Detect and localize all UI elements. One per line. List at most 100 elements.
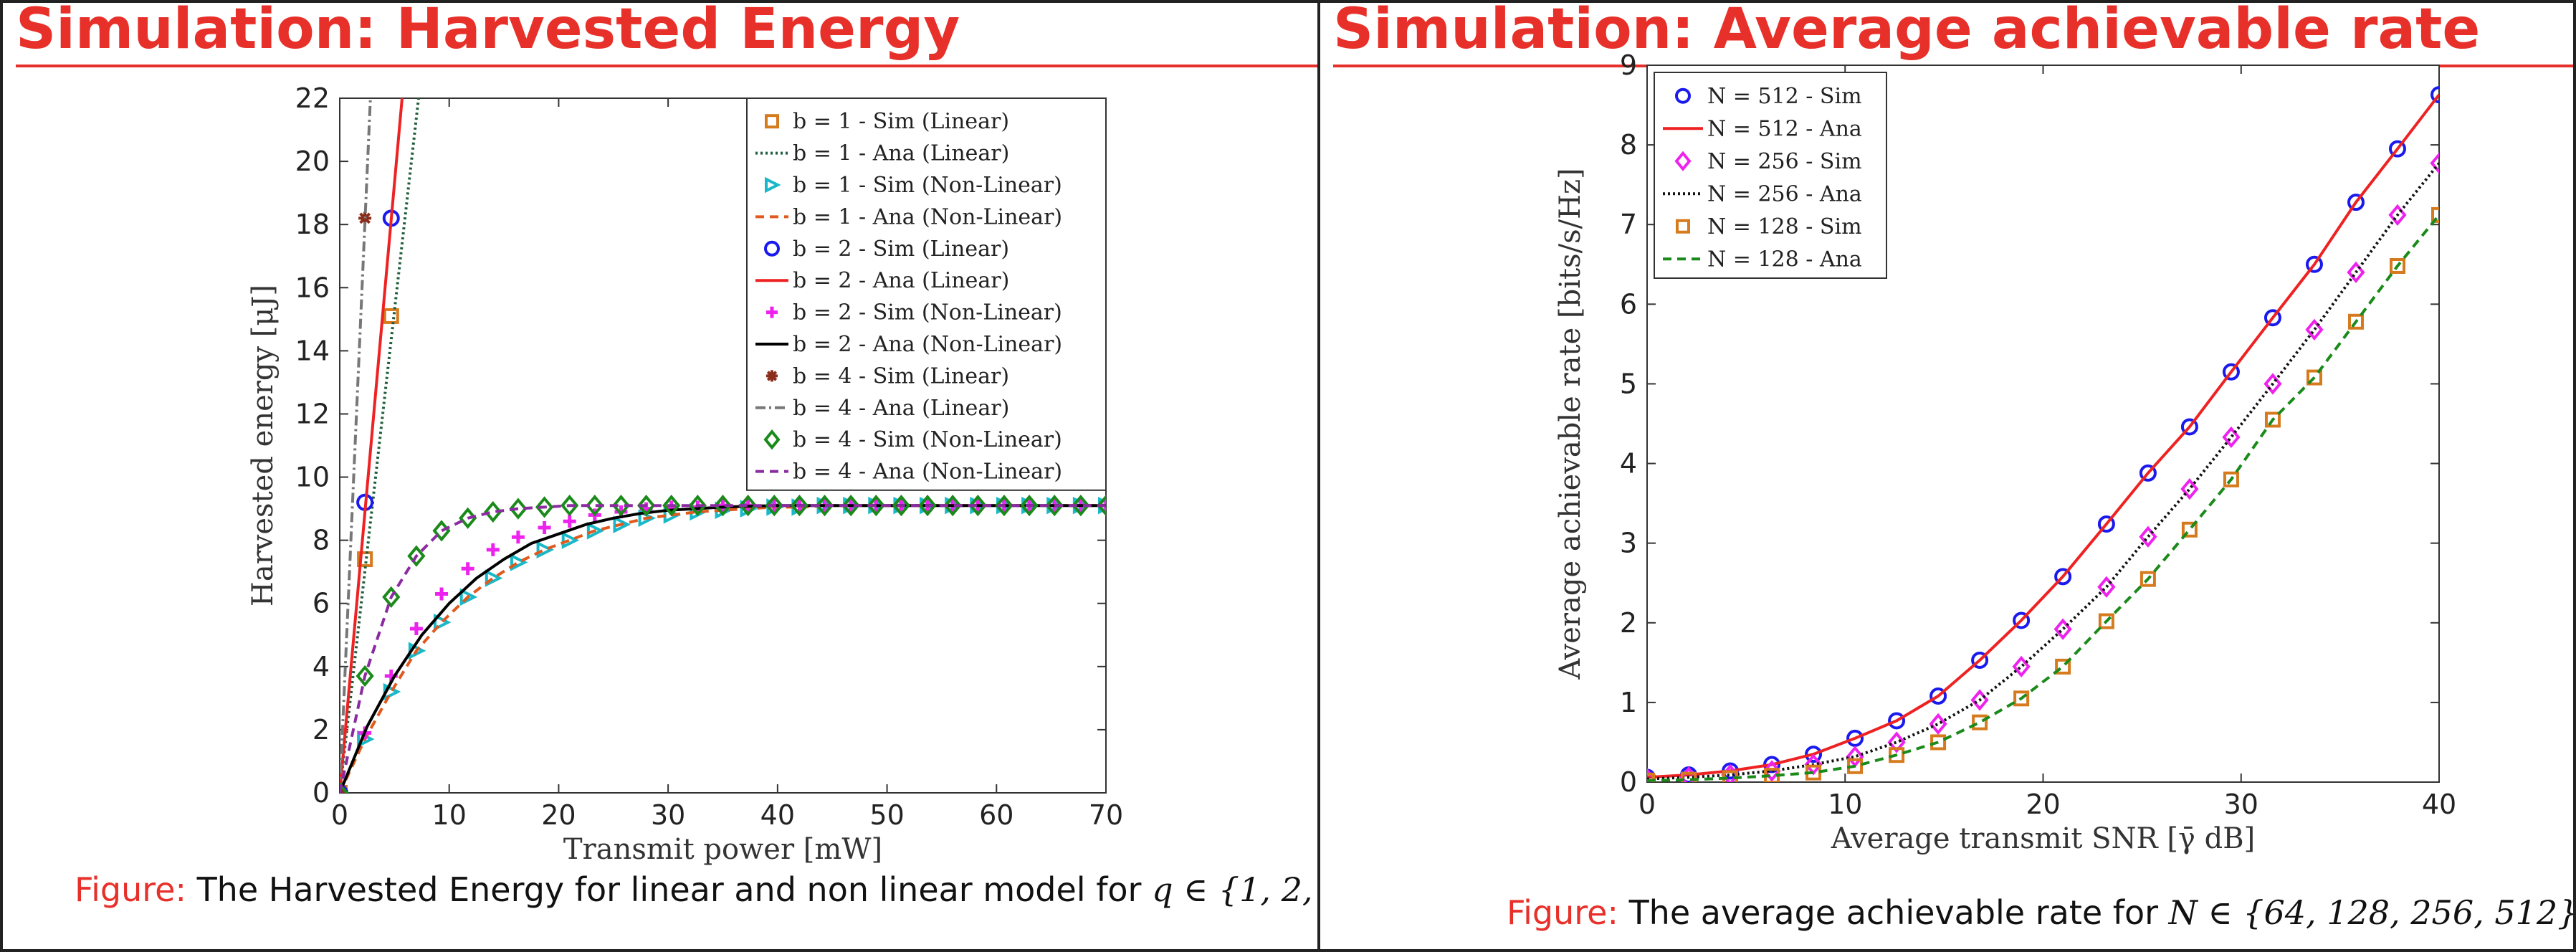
slide-title: Simulation: Harvested Energy <box>16 0 960 62</box>
figure-caption: Figure: The average achievable rate for … <box>1507 893 2576 932</box>
plot-area <box>340 98 1106 793</box>
y-tick-label: 9 <box>1620 49 1637 81</box>
legend-entry-label: b = 2 - Sim (Non-Linear) <box>793 300 1062 325</box>
data-point <box>739 495 758 517</box>
legend-entry-label: b = 1 - Sim (Linear) <box>793 109 1009 134</box>
series-b-4-ana-non-linear <box>340 504 1106 793</box>
data-point <box>713 495 733 517</box>
y-tick-label: 8 <box>1620 129 1637 161</box>
data-point <box>2223 471 2239 487</box>
data-point <box>434 613 452 632</box>
data-point <box>2097 515 2115 533</box>
data-point <box>511 530 525 544</box>
harvested-energy-chart: 0 10 20 30 40 50 60 70 0 2 4 6 8 10 12 14 16 18 20 22 Transm… <box>247 82 1123 866</box>
y-tick-label: 8 <box>313 525 330 556</box>
y-axis-label: Average achievable rate [bits/s/Hz] <box>1554 168 1587 680</box>
caption-math: N ∈ {64, 128, 256, 512}. <box>2168 893 2576 932</box>
data-point <box>382 586 401 609</box>
series-n-512-ana <box>1647 93 2439 779</box>
data-point <box>459 507 477 529</box>
data-point <box>688 495 707 517</box>
y-tick-label: 1 <box>1620 687 1637 718</box>
y-axis-label: Harvested energy [μJ] <box>247 285 280 606</box>
data-point <box>535 496 554 518</box>
data-point <box>2389 258 2405 274</box>
y-tick-label: 6 <box>1620 288 1637 320</box>
data-point <box>383 308 399 324</box>
y-tick-label: 0 <box>1620 766 1637 798</box>
data-point <box>2388 204 2407 227</box>
data-point <box>2139 571 2156 587</box>
data-point <box>2305 255 2323 273</box>
data-point <box>357 551 373 568</box>
data-point <box>2013 690 2030 707</box>
data-point <box>1045 495 1064 517</box>
y-tick-label: 4 <box>313 651 330 682</box>
data-point <box>2012 655 2031 678</box>
y-tick-label: 22 <box>295 82 330 114</box>
legend-marker-sample <box>766 370 778 382</box>
legend-entry-label: N = 512 - Ana <box>1707 116 1862 141</box>
caption-text: The average achievable rate for <box>1628 893 2159 932</box>
data-point <box>409 622 423 635</box>
legend-entry-label: N = 256 - Sim <box>1707 149 1862 174</box>
y-tick-label: 12 <box>295 398 330 429</box>
data-point <box>790 495 809 517</box>
data-point <box>765 495 783 517</box>
data-point <box>1971 652 1989 669</box>
data-point <box>2222 426 2241 449</box>
data-point <box>1888 712 1906 730</box>
data-point <box>2055 658 2071 675</box>
legend-entry-label: b = 4 - Sim (Non-Linear) <box>793 427 1062 452</box>
data-point <box>2305 318 2324 341</box>
legend-entry-label: b = 4 - Ana (Non-Linear) <box>793 460 1062 485</box>
data-point <box>1804 753 1823 776</box>
y-tick-label: 14 <box>295 335 330 366</box>
data-point <box>484 500 502 523</box>
legend-marker-sample <box>1676 219 1690 234</box>
data-point <box>1887 731 1906 753</box>
data-point <box>2347 194 2365 211</box>
legend-entry-label: N = 128 - Sim <box>1707 214 1862 239</box>
legend-marker-sample <box>1675 87 1691 104</box>
legend-marker-sample <box>765 176 781 194</box>
legend-box <box>746 97 1107 491</box>
legend-entry-label: b = 2 - Ana (Linear) <box>793 268 1009 293</box>
data-point <box>1846 729 1864 747</box>
series-n-128-ana <box>1647 214 2439 782</box>
y-tick-label: 20 <box>295 146 330 177</box>
x-tick-label: 30 <box>2224 789 2258 820</box>
x-tick-label: 60 <box>979 799 1013 831</box>
legend-marker-sample <box>1674 151 1692 171</box>
data-point <box>561 531 580 549</box>
series-line <box>1647 93 2439 779</box>
data-point <box>1072 495 1090 517</box>
data-point <box>1930 734 1947 751</box>
data-point <box>2054 568 2072 586</box>
figure-caption: Figure: The Harvested Energy for linear … <box>75 870 1317 909</box>
x-tick-label: 40 <box>2422 789 2456 820</box>
data-point <box>509 498 528 520</box>
data-point <box>1020 495 1039 517</box>
x-tick-label: 30 <box>651 799 685 831</box>
slide-title: Simulation: Average achievable rate <box>1333 0 2481 62</box>
data-point <box>867 495 885 517</box>
data-point <box>538 521 551 535</box>
y-tick-label: 18 <box>295 209 330 240</box>
data-point <box>2347 261 2365 284</box>
data-point <box>1929 687 1947 705</box>
y-tick-label: 10 <box>295 462 330 493</box>
data-point <box>2431 206 2439 223</box>
data-point <box>613 515 631 533</box>
legend-marker-sample <box>764 240 780 257</box>
series-b-2-ana-linear <box>340 98 404 793</box>
legend-entry-label: N = 256 - Ana <box>1707 181 1862 206</box>
legend-entry-label: N = 128 - Ana <box>1707 247 1862 272</box>
y-tick-label: 7 <box>1620 209 1637 240</box>
data-point <box>461 562 474 576</box>
data-point <box>995 495 1013 517</box>
data-point <box>563 515 576 528</box>
data-point <box>2180 418 2198 436</box>
y-tick-label: 2 <box>1620 607 1637 639</box>
slide-achievable-rate: Simulation: Average achievable rate 0 10 2… <box>1317 0 2576 952</box>
